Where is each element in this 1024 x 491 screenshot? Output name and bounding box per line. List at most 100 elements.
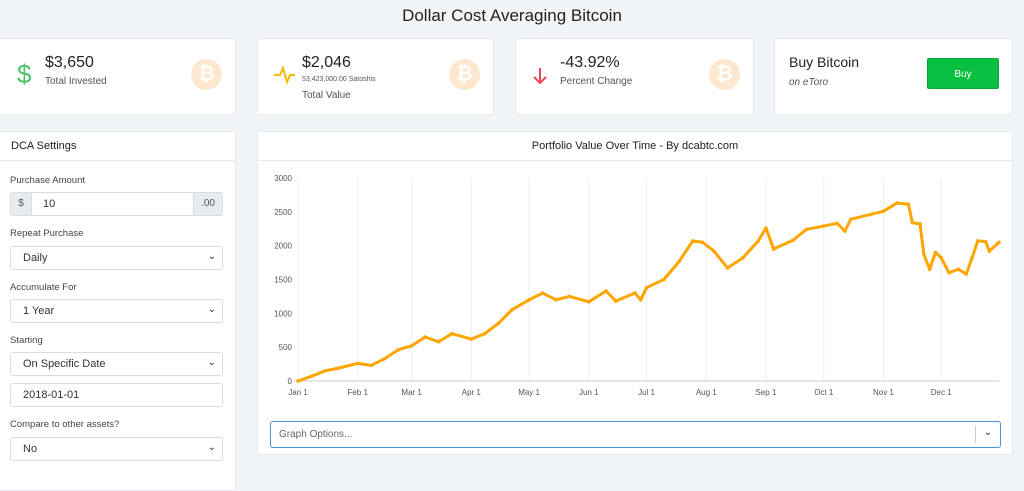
- data-point: [396, 348, 400, 352]
- y-tick-label: 1500: [274, 276, 292, 285]
- total-invested-value: $3,650: [45, 54, 94, 71]
- data-point: [933, 250, 938, 255]
- y-tick-label: 0: [288, 377, 293, 386]
- x-tick-label: Sep 1: [756, 388, 777, 397]
- y-tick-label: 2000: [274, 242, 292, 251]
- data-point: [336, 366, 341, 370]
- chart-title: Portfolio Value Over Time - By dcabtc.co…: [258, 132, 1012, 161]
- buy-bitcoin-title: Buy Bitcoin: [789, 54, 860, 70]
- data-point: [633, 291, 637, 295]
- data-point: [309, 374, 314, 379]
- data-point: [690, 239, 695, 243]
- data-point: [382, 356, 387, 361]
- data-point: [644, 285, 649, 290]
- x-tick-label: Jun 1: [579, 388, 599, 397]
- starting-select[interactable]: On Specific Date ⌄: [10, 352, 223, 376]
- data-point: [712, 249, 716, 253]
- data-point: [895, 201, 899, 205]
- purchase-amount-label: Purchase Amount: [10, 175, 85, 186]
- data-point: [483, 331, 487, 336]
- y-tick-label: 2500: [274, 208, 292, 217]
- data-point: [469, 337, 474, 341]
- data-point: [725, 266, 730, 270]
- data-point: [910, 220, 915, 225]
- graph-options-placeholder: Graph Options...: [279, 429, 353, 440]
- x-tick-label: Oct 1: [814, 388, 834, 397]
- data-point: [771, 247, 776, 251]
- chevron-down-icon: ⌄: [207, 251, 216, 262]
- data-point: [450, 331, 454, 336]
- data-point: [791, 238, 795, 243]
- data-point: [638, 298, 643, 302]
- repeat-purchase-label: Repeat Purchase: [10, 228, 84, 239]
- data-point: [756, 239, 761, 243]
- buy-button[interactable]: Buy: [927, 58, 999, 89]
- compare-select[interactable]: No ⌄: [10, 437, 223, 461]
- chevron-down-icon: ⌄: [207, 357, 216, 368]
- currency-addon: $: [11, 193, 32, 215]
- chart-panel: Portfolio Value Over Time - By dcabtc.co…: [257, 131, 1013, 455]
- total-invested-label: Total Invested: [45, 76, 107, 87]
- data-point: [821, 224, 826, 228]
- data-point: [586, 300, 591, 304]
- data-point: [964, 272, 969, 276]
- chevron-down-icon: ⌄: [207, 442, 216, 453]
- data-point: [409, 344, 414, 348]
- dollar-icon: $: [17, 59, 32, 89]
- data-point: [540, 291, 545, 295]
- data-point: [987, 249, 992, 253]
- total-value-value: $2,046: [302, 54, 351, 71]
- start-date-input[interactable]: 2018-01-01: [10, 383, 223, 407]
- repeat-purchase-select[interactable]: Daily ⌄: [10, 246, 223, 270]
- total-invested-card: $ $3,650 Total Invested ₿: [0, 38, 236, 115]
- repeat-value: Daily: [23, 252, 48, 264]
- data-point: [604, 289, 608, 293]
- data-point: [906, 202, 911, 207]
- data-point: [918, 222, 922, 226]
- data-point: [881, 209, 886, 213]
- total-value-card: $2,046 53,423,000.00 Satoshis Total Valu…: [257, 38, 494, 115]
- data-point: [700, 240, 705, 245]
- compare-label: Compare to other assets?: [10, 419, 120, 430]
- data-point: [947, 270, 951, 275]
- data-point: [922, 252, 926, 257]
- x-tick-label: Mar 1: [401, 388, 422, 397]
- x-tick-label: Nov 1: [873, 388, 894, 397]
- accumulate-for-label: Accumulate For: [10, 282, 77, 293]
- data-point: [970, 256, 974, 260]
- starting-label: Starting: [10, 335, 43, 346]
- buy-bitcoin-card: Buy Bitcoin on eToro Buy: [774, 38, 1013, 115]
- purchase-amount-input[interactable]: $ 10 .00: [10, 192, 223, 216]
- satoshis-value: 53,423,000.00 Satoshis: [302, 76, 376, 83]
- accumulate-for-select[interactable]: 1 Year ⌄: [10, 299, 223, 323]
- data-point: [554, 298, 558, 302]
- data-point: [323, 369, 327, 373]
- x-tick-label: Jul 1: [638, 388, 655, 397]
- data-point: [976, 239, 980, 243]
- x-tick-label: Apr 1: [462, 388, 482, 397]
- data-point: [848, 217, 853, 222]
- series-line: [297, 201, 1001, 383]
- graph-options-select[interactable]: Graph Options... ⌄: [270, 421, 1001, 448]
- portfolio-chart: 0 500 1000 1500 2000 2500 3000 Jan 1 Feb 1 Mar 1 A…: [274, 174, 1001, 397]
- data-point: [843, 229, 847, 233]
- arrow-down-icon: [532, 61, 548, 92]
- data-point: [764, 226, 768, 230]
- percent-change-label: Percent Change: [560, 76, 633, 87]
- data-point: [939, 256, 944, 260]
- data-point: [983, 239, 988, 244]
- data-point: [369, 363, 373, 368]
- data-point: [527, 298, 531, 302]
- pulse-icon: [274, 61, 296, 92]
- chevron-down-icon: ⌄: [983, 427, 992, 438]
- data-point: [956, 267, 961, 272]
- data-point: [662, 277, 666, 282]
- data-point: [296, 379, 300, 383]
- start-date-value: 2018-01-01: [23, 389, 80, 401]
- total-value-label: Total Value: [302, 90, 351, 101]
- data-point: [677, 259, 682, 264]
- data-point: [997, 240, 1001, 245]
- data-point: [927, 267, 932, 272]
- amount-value[interactable]: 10: [43, 198, 56, 210]
- accumulate-value: 1 Year: [23, 305, 55, 317]
